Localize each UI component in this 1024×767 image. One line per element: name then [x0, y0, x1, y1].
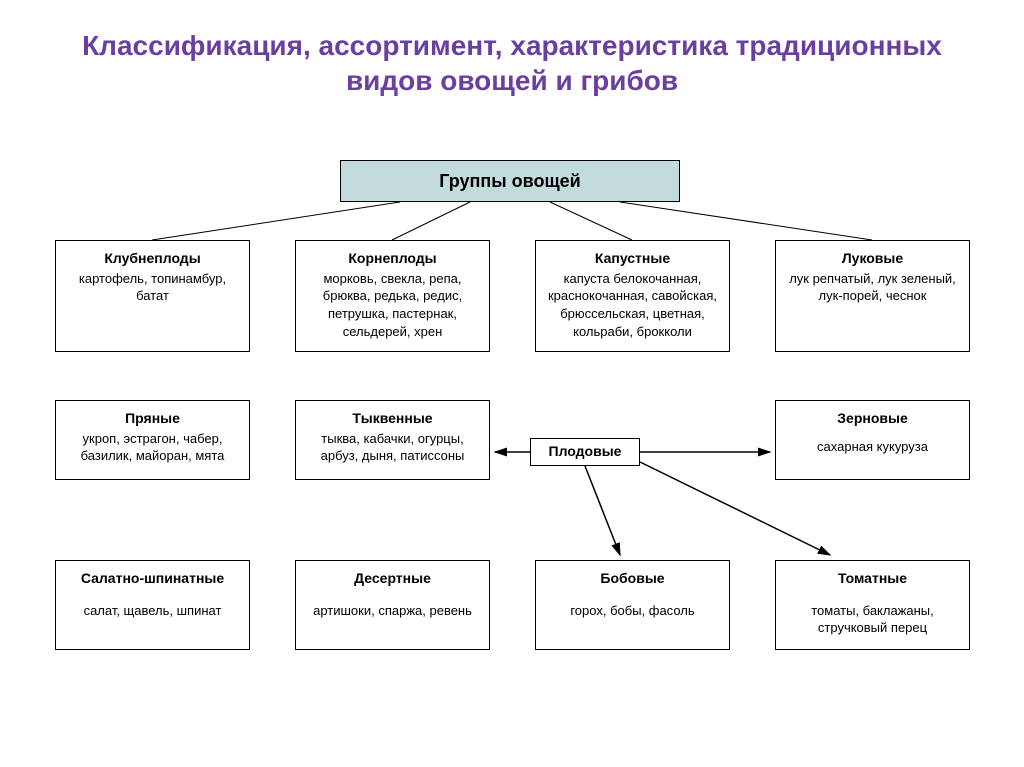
- box-tykvennye: Тыквенные тыква, кабачки, огурцы, арбуз,…: [295, 400, 490, 480]
- box-content: томаты, баклажаны, стручковый перец: [782, 602, 963, 637]
- box-title: Пряные: [62, 409, 243, 428]
- box-title: Томатные: [782, 569, 963, 588]
- box-title: Капустные: [542, 249, 723, 268]
- root-label: Группы овощей: [439, 171, 581, 192]
- box-content: морковь, свекла, репа, брюква, редька, р…: [302, 270, 483, 340]
- box-salatno: Салатно-шпинатные салат, щавель, шпинат: [55, 560, 250, 650]
- box-content: сахарная кукуруза: [782, 438, 963, 456]
- box-desertnye: Десертные артишоки, спаржа, ревень: [295, 560, 490, 650]
- box-title: Корнеплоды: [302, 249, 483, 268]
- box-title: Бобовые: [542, 569, 723, 588]
- box-content: капуста белокочанная, краснокочанная, са…: [542, 270, 723, 340]
- box-zernovye: Зерновые сахарная кукуруза: [775, 400, 970, 480]
- box-title: Десертные: [302, 569, 483, 588]
- box-pryanye: Пряные укроп, эстрагон, чабер, базилик, …: [55, 400, 250, 480]
- box-kapustnye: Капустные капуста белокочанная, красноко…: [535, 240, 730, 352]
- root-box: Группы овощей: [340, 160, 680, 202]
- box-content: салат, щавель, шпинат: [62, 602, 243, 620]
- box-content: укроп, эстрагон, чабер, базилик, майоран…: [62, 430, 243, 465]
- box-korneplody: Корнеплоды морковь, свекла, репа, брюква…: [295, 240, 490, 352]
- box-title: Луковые: [782, 249, 963, 268]
- box-content: картофель, топинамбур, батат: [62, 270, 243, 305]
- box-plodovye: Плодовые: [530, 438, 640, 466]
- box-lukovye: Луковые лук репчатый, лук зеленый, лук-п…: [775, 240, 970, 352]
- box-klubneplody: Клубнеплоды картофель, топинамбур, батат: [55, 240, 250, 352]
- plodovye-label: Плодовые: [549, 443, 622, 459]
- box-title: Салатно-шпинатные: [62, 569, 243, 588]
- box-content: артишоки, спаржа, ревень: [302, 602, 483, 620]
- box-title: Тыквенные: [302, 409, 483, 428]
- box-tomatnye: Томатные томаты, баклажаны, стручковый п…: [775, 560, 970, 650]
- connectors: [0, 0, 1024, 767]
- box-bobovye: Бобовые горох, бобы, фасоль: [535, 560, 730, 650]
- box-content: тыква, кабачки, огурцы, арбуз, дыня, пат…: [302, 430, 483, 465]
- box-content: лук репчатый, лук зеленый, лук-порей, че…: [782, 270, 963, 305]
- box-title: Клубнеплоды: [62, 249, 243, 268]
- box-title: Зерновые: [782, 409, 963, 428]
- page-title: Классификация, ассортимент, характеристи…: [0, 0, 1024, 108]
- box-content: горох, бобы, фасоль: [542, 602, 723, 620]
